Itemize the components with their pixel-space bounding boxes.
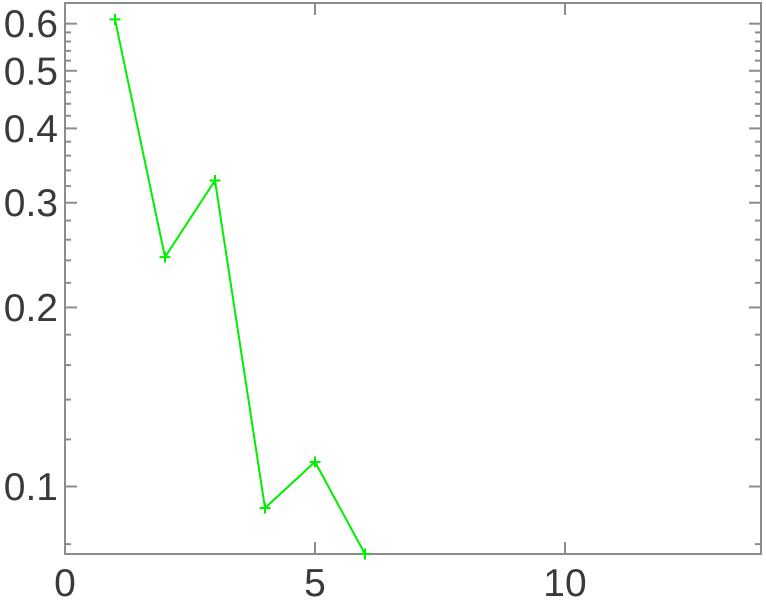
- x-axis-tick-label: 10: [543, 562, 586, 600]
- data-line: [114, 19, 366, 555]
- y-axis-tick-label: 0.2: [4, 287, 58, 330]
- x-axis-tick-label: 5: [304, 562, 326, 600]
- plot-border: [64, 2, 762, 555]
- y-axis-tick-label: 0.1: [4, 466, 58, 509]
- y-axis-tick-label: 0.6: [4, 3, 58, 46]
- y-axis-tick-label: 0.3: [4, 182, 58, 225]
- x-axis-tick-label: 0: [54, 562, 76, 600]
- y-axis-tick-label: 0.5: [4, 50, 58, 93]
- y-axis-tick-label: 0.4: [4, 108, 58, 151]
